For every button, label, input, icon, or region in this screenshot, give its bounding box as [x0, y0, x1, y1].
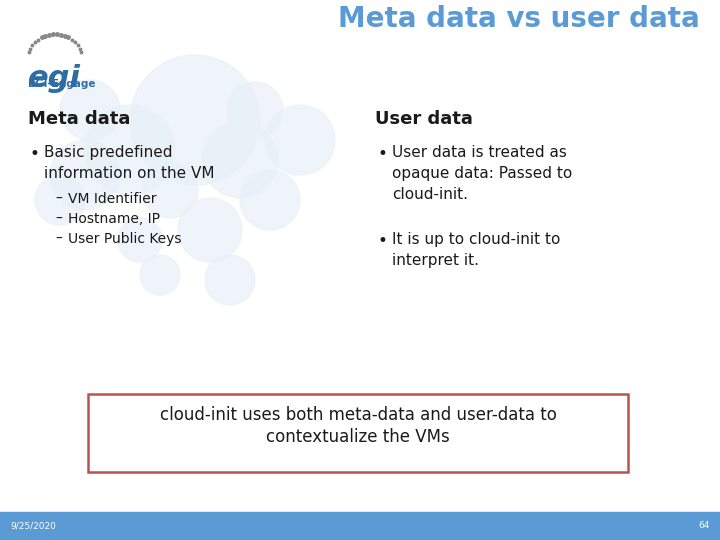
Circle shape: [140, 255, 180, 295]
Text: cloud-init uses both meta-data and user-data to: cloud-init uses both meta-data and user-…: [160, 406, 557, 424]
Text: User data: User data: [375, 110, 473, 128]
Text: 9/25/2020: 9/25/2020: [10, 522, 56, 530]
Text: •: •: [378, 145, 388, 163]
Text: Meta data vs user data: Meta data vs user data: [338, 5, 700, 33]
Text: EGI-Engage: EGI-Engage: [28, 79, 96, 89]
Circle shape: [60, 80, 120, 140]
Text: Basic predefined
information on the VM: Basic predefined information on the VM: [44, 145, 215, 181]
FancyBboxPatch shape: [88, 394, 628, 472]
Circle shape: [178, 198, 242, 262]
Circle shape: [118, 218, 162, 262]
Circle shape: [205, 255, 255, 305]
Text: –: –: [55, 232, 62, 246]
Text: User Public Keys: User Public Keys: [68, 232, 181, 246]
Text: –: –: [55, 192, 62, 206]
Text: •: •: [30, 145, 40, 163]
Circle shape: [265, 105, 335, 175]
Text: •: •: [378, 232, 388, 250]
Circle shape: [85, 105, 175, 195]
Text: contextualize the VMs: contextualize the VMs: [266, 428, 450, 446]
Text: It is up to cloud-init to
interpret it.: It is up to cloud-init to interpret it.: [392, 232, 560, 268]
Circle shape: [50, 140, 120, 210]
Circle shape: [35, 175, 85, 225]
Text: egi: egi: [28, 64, 81, 93]
Text: User data is treated as
opaque data: Passed to
cloud-init.: User data is treated as opaque data: Pas…: [392, 145, 572, 202]
Text: –: –: [55, 212, 62, 226]
Text: Meta data: Meta data: [28, 110, 130, 128]
Text: VM Identifier: VM Identifier: [68, 192, 156, 206]
Circle shape: [130, 55, 260, 185]
Circle shape: [240, 170, 300, 230]
Circle shape: [202, 122, 278, 198]
Text: Hostname, IP: Hostname, IP: [68, 212, 160, 226]
Circle shape: [142, 162, 198, 218]
Bar: [0, 512, 720, 540]
Text: 64: 64: [698, 522, 710, 530]
Circle shape: [227, 82, 283, 138]
